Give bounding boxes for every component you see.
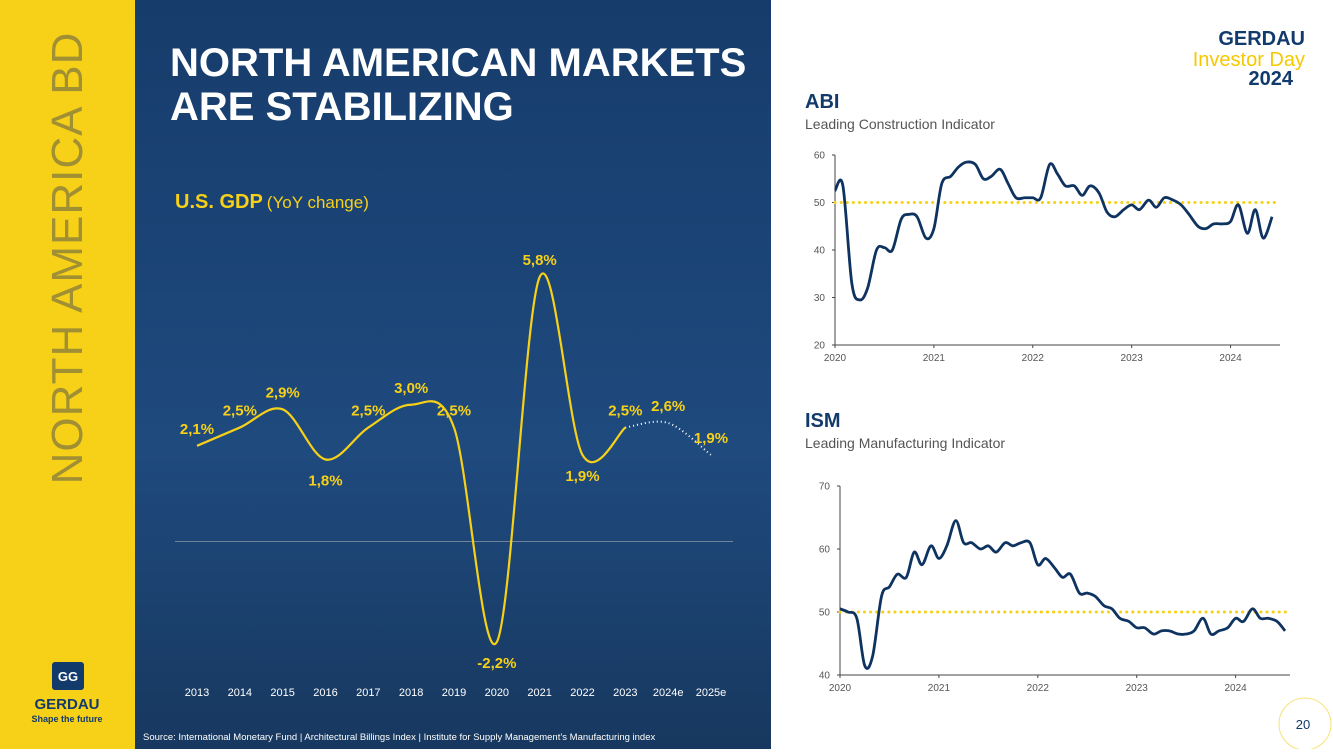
x-tick-label: 2023 (613, 687, 637, 699)
y-tick-label: 50 (819, 608, 831, 619)
chart-title-text: U.S. GDP (175, 191, 263, 213)
logo-mark (52, 662, 84, 690)
data-label: 2,5% (223, 403, 257, 420)
source-note: Source: International Monetary Fund | Ar… (143, 732, 655, 743)
chart-title: U.S. GDP (YoY change) (175, 191, 369, 213)
x-tick-label: 2025e (696, 687, 727, 699)
y-tick-label: 30 (814, 293, 826, 304)
gdp-forecast-line (625, 420, 712, 456)
data-label: 5,8% (523, 252, 557, 269)
chart-subtitle: Leading Manufacturing Indicator (805, 435, 1005, 451)
x-tick-label: 2023 (1121, 353, 1144, 364)
title-line: NORTH AMERICAN MARKETS (170, 41, 746, 85)
y-tick-label: 70 (819, 482, 831, 493)
x-tick-label: 2017 (356, 687, 380, 699)
x-tick-label: 2024 (1224, 683, 1247, 694)
left-panel (135, 0, 771, 749)
data-label: 1,8% (308, 473, 342, 490)
data-label: -2,2% (477, 655, 516, 672)
x-tick-label: 2018 (399, 687, 423, 699)
x-tick-label: 2021 (923, 353, 946, 364)
x-tick-label: 2022 (1022, 353, 1045, 364)
logo-icon: GG (58, 669, 78, 684)
data-label: 1,9% (565, 468, 599, 485)
chart-subtitle: (YoY change) (267, 193, 369, 212)
side-strip (0, 0, 135, 749)
x-tick-label: 2020 (829, 683, 852, 694)
side-label: NORTH AMERICA BD (43, 32, 92, 485)
logo-tagline: Shape the future (31, 714, 102, 724)
title-line: ARE STABILIZING (170, 85, 514, 129)
data-label: 2,9% (266, 384, 300, 401)
chart-title: ISM (805, 410, 841, 432)
x-tick-label: 2024 (1219, 353, 1242, 364)
x-tick-label: 2019 (442, 687, 466, 699)
page-number: 20 (1296, 717, 1310, 732)
y-tick-label: 40 (814, 246, 826, 257)
y-tick-label: 20 (814, 341, 826, 352)
y-tick-label: 40 (819, 671, 831, 682)
indicator-line (839, 519, 1287, 670)
data-label: 2,6% (651, 398, 685, 415)
x-tick-label: 2022 (1027, 683, 1050, 694)
data-label: 2,5% (351, 403, 385, 420)
chart-subtitle: Leading Construction Indicator (805, 116, 995, 132)
x-tick-label: 2014 (228, 687, 252, 699)
y-tick-label: 60 (819, 545, 831, 556)
x-tick-label: 2021 (928, 683, 951, 694)
y-tick-label: 50 (814, 198, 826, 209)
data-label: 2,1% (180, 421, 214, 438)
x-tick-label: 2020 (485, 687, 509, 699)
data-label: 2,5% (437, 403, 471, 420)
x-tick-label: 2021 (527, 687, 551, 699)
x-tick-label: 2016 (313, 687, 337, 699)
event-year: 2024 (1249, 68, 1294, 90)
y-tick-label: 60 (814, 151, 826, 162)
x-tick-label: 2022 (570, 687, 594, 699)
x-tick-label: 2013 (185, 687, 209, 699)
x-tick-label: 2023 (1126, 683, 1149, 694)
x-tick-label: 2015 (270, 687, 294, 699)
logo-name: GERDAU (34, 696, 99, 713)
x-tick-label: 2020 (824, 353, 847, 364)
event-brand: GERDAU (1218, 28, 1305, 50)
data-label: 2,5% (608, 403, 642, 420)
x-tick-label: 2024e (653, 687, 684, 699)
event-name: Investor Day (1193, 49, 1305, 71)
chart-title: ABI (805, 91, 839, 113)
data-label: 1,9% (694, 430, 728, 447)
gdp-line (196, 272, 627, 646)
data-label: 3,0% (394, 380, 428, 397)
indicator-line (833, 160, 1274, 302)
